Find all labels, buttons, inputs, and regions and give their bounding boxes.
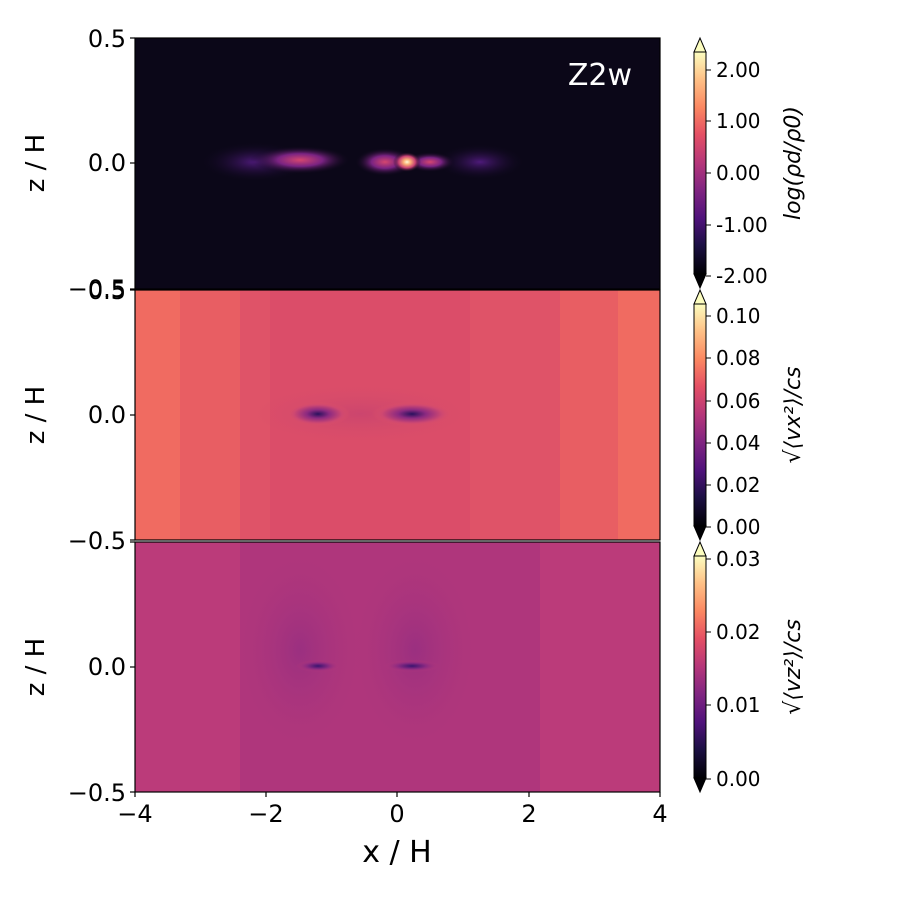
heatmap-band-left	[180, 290, 240, 540]
colorbar-tick-label: 0.00	[716, 515, 761, 539]
x-ticks	[134, 792, 661, 797]
colorbar-extend-top	[693, 36, 707, 53]
heatmap-feature-dip-left	[296, 660, 340, 672]
heatmap-feature-dip-left	[286, 402, 350, 426]
y-axis-label: z / H	[21, 386, 51, 445]
colorbar-extend-bottom	[693, 525, 707, 542]
colorbar-extend-top	[693, 540, 707, 557]
colorbar-tick-label: 0.02	[716, 620, 761, 644]
panel-label: Z2w	[568, 58, 632, 93]
colorbar-tick-label: 0.10	[716, 304, 761, 328]
y-ticks	[130, 289, 135, 541]
colorbar-tick-label: 0.06	[716, 389, 761, 413]
heatmap-feature-faint-right	[435, 144, 525, 180]
heatmap-feature-halo-left	[240, 555, 360, 745]
heatmap-feature-dip-right	[384, 660, 440, 672]
panel-dust-density: Z2w 0.5 0.0 −0.5 z / H -2.00 -1.00 0.00 …	[21, 25, 806, 303]
heatmap-feature-dip-right	[372, 402, 452, 426]
x-tick-label: 2	[521, 800, 536, 828]
x-tick-label: −2	[248, 800, 283, 828]
heatmap-feature-core	[393, 152, 421, 172]
colorbar-extend-bottom	[693, 777, 707, 794]
colorbar-tick-label: -2.00	[716, 264, 768, 288]
colorbar-extend-top	[693, 288, 707, 305]
colorbar-tick-label: 0.04	[716, 431, 761, 455]
heatmap-band-right	[560, 290, 618, 540]
colorbar-tick-label: 2.00	[716, 58, 761, 82]
y-tick-label-mid: 0.0	[88, 401, 126, 429]
y-tick-label-top: 0.5	[88, 277, 126, 305]
colorbar-label: √⟨vx²⟩/cs	[781, 366, 806, 463]
x-axis-label: x / H	[362, 835, 432, 870]
colorbar-label: √⟨vz²⟩/cs	[781, 619, 806, 715]
heatmap-feature-halo-right	[355, 555, 475, 745]
colorbar-extend-bottom	[693, 273, 707, 290]
y-tick-label-mid: 0.0	[88, 653, 126, 681]
colorbar-tick-label: 1.00	[716, 109, 761, 133]
x-tick-label: 4	[652, 800, 667, 828]
heatmap-feature-mid-left	[250, 146, 350, 174]
y-tick-label-bottom: −0.5	[68, 275, 126, 303]
colorbar-ticks	[706, 69, 711, 277]
panel-vx-dispersion: 0.5 0.0 −0.5 z / H 0.00 0.02 0.04 0.06 0…	[21, 277, 806, 555]
panel-vz-dispersion: 0.0 −0.5 z / H −4 −2 0 2 4 x / H	[21, 540, 806, 870]
y-axis-label: z / H	[21, 134, 51, 193]
heatmap-edge-right	[618, 290, 660, 540]
y-tick-label-bottom: −0.5	[68, 779, 126, 807]
colorbar-tick-label: -1.00	[716, 213, 768, 237]
colorbar-tick-label: 0.08	[716, 346, 761, 370]
y-tick-label-mid: 0.0	[88, 149, 126, 177]
colorbar-tick-label: 0.01	[716, 693, 761, 717]
colorbar-label: log(ρd/ρ0)	[781, 106, 806, 220]
y-tick-label-top: 0.5	[88, 25, 126, 53]
x-tick-label: −4	[117, 800, 152, 828]
y-ticks	[130, 541, 135, 793]
colorbar-tick-label: 0.02	[716, 473, 761, 497]
colorbar-tick-label: 0.03	[716, 547, 761, 571]
colorbar	[693, 303, 707, 527]
colorbar	[693, 555, 707, 779]
colorbar	[693, 51, 707, 275]
colorbar-tick-label: 0.00	[716, 767, 761, 791]
y-tick-label-bottom: −0.5	[68, 527, 126, 555]
colorbar-tick-label: 0.00	[716, 161, 761, 185]
x-tick-label: 0	[389, 800, 404, 828]
colorbar-ticks	[706, 315, 711, 528]
heatmap-edge-left	[135, 290, 180, 540]
heatmap-feature-halo	[255, 386, 465, 442]
y-axis-label: z / H	[21, 638, 51, 697]
y-ticks	[130, 37, 135, 290]
colorbar-ticks	[706, 558, 711, 780]
